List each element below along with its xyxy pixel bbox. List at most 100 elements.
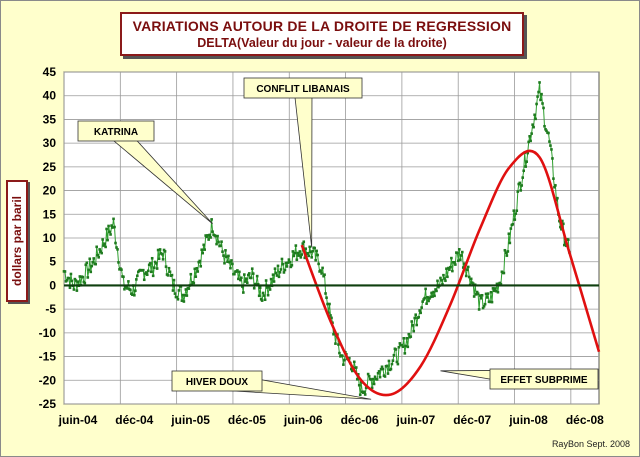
fit-curve: [300, 149, 601, 397]
series-point: [485, 296, 489, 299]
x-tick-label: juin-06: [283, 413, 323, 427]
series-point: [284, 261, 288, 265]
series-point: [381, 367, 385, 371]
x-tick-label: juin-05: [170, 413, 210, 427]
series-point: [552, 177, 555, 180]
annotation-label: HIVER DOUX: [186, 377, 249, 388]
series-point: [202, 243, 205, 247]
series-point: [475, 290, 479, 294]
series-point: [86, 276, 90, 279]
series-point: [461, 266, 465, 269]
series-point: [98, 248, 101, 251]
y-tick-label: 45: [43, 65, 57, 79]
series-point: [224, 249, 227, 252]
annotation-callout: KATRINA: [77, 120, 213, 225]
series-point: [282, 271, 286, 274]
series-point: [189, 272, 193, 276]
series-point: [317, 262, 320, 266]
series-point: [301, 242, 305, 245]
series-point: [429, 295, 432, 299]
series-point: [277, 275, 281, 279]
series-point: [471, 282, 475, 285]
y-tick-label: 25: [43, 160, 57, 174]
series-point: [102, 244, 105, 247]
series-point: [112, 217, 115, 221]
series-point: [126, 287, 129, 290]
series-point: [150, 256, 154, 260]
series-point: [499, 282, 503, 286]
series-point: [183, 294, 187, 297]
series-point: [415, 323, 419, 327]
annotation-box: [243, 77, 363, 99]
series-point: [332, 332, 335, 336]
series-point: [230, 259, 233, 262]
x-tick-label: déc-05: [228, 413, 266, 427]
series-point: [503, 248, 507, 252]
series-point: [308, 245, 312, 249]
series-point: [525, 160, 528, 163]
x-tick-label: déc-06: [341, 413, 379, 427]
series-point: [313, 246, 316, 250]
series-point: [348, 356, 351, 360]
series-point: [536, 95, 539, 98]
series-point: [151, 274, 155, 278]
series-point: [451, 269, 454, 273]
chart-title: VARIATIONS AUTOUR DE LA DROITE DE REGRES…: [132, 18, 512, 34]
series-point: [298, 250, 302, 253]
series-point: [96, 253, 99, 257]
series-point: [91, 260, 95, 264]
series-point: [244, 277, 248, 281]
series-point: [341, 354, 344, 358]
series-point: [337, 343, 340, 346]
series-point: [269, 277, 273, 281]
series-point: [168, 270, 172, 274]
series-point: [545, 129, 548, 133]
series-point: [176, 297, 180, 301]
series-point: [158, 248, 162, 251]
series-point: [249, 276, 253, 280]
series-point: [338, 351, 341, 355]
y-tick-label: 5: [49, 255, 56, 269]
series-point: [343, 358, 346, 362]
series-point: [406, 345, 410, 349]
series-point: [193, 267, 197, 271]
series-point: [148, 262, 152, 265]
series-point: [285, 265, 289, 268]
series-point: [453, 260, 456, 264]
series-point: [504, 251, 508, 255]
series-point: [495, 282, 499, 286]
series-point: [63, 270, 67, 273]
series-point: [450, 256, 453, 260]
series-point: [242, 291, 245, 294]
series-point: [69, 272, 73, 276]
series-point: [81, 275, 85, 279]
series-point: [319, 269, 322, 272]
annotation-callout: CONFLIT LIBANAIS: [243, 77, 363, 248]
series-point: [459, 254, 463, 257]
series-point: [448, 268, 451, 271]
series-point: [147, 263, 151, 267]
series-point: [537, 90, 540, 94]
series-point: [417, 315, 420, 319]
series-point: [400, 343, 404, 347]
series-point: [303, 256, 307, 260]
series-point: [146, 269, 150, 273]
series-point: [106, 238, 109, 242]
series-point: [162, 248, 166, 252]
series-point: [171, 289, 175, 292]
series-point: [142, 278, 146, 282]
series-point: [560, 227, 563, 231]
series-point: [206, 234, 209, 237]
series-point: [460, 250, 464, 254]
series-point: [423, 296, 426, 300]
series-point: [99, 250, 102, 253]
series-point: [446, 275, 449, 279]
series-point: [110, 224, 113, 227]
series-point: [177, 289, 181, 292]
series-point: [180, 299, 184, 302]
series-point: [555, 198, 558, 202]
annotation-callout: EFFET SUBPRIME: [440, 368, 599, 390]
title-box: VARIATIONS AUTOUR DE LA DROITE DE REGRES…: [120, 12, 524, 56]
series-point: [367, 374, 371, 378]
series-point: [199, 264, 203, 268]
